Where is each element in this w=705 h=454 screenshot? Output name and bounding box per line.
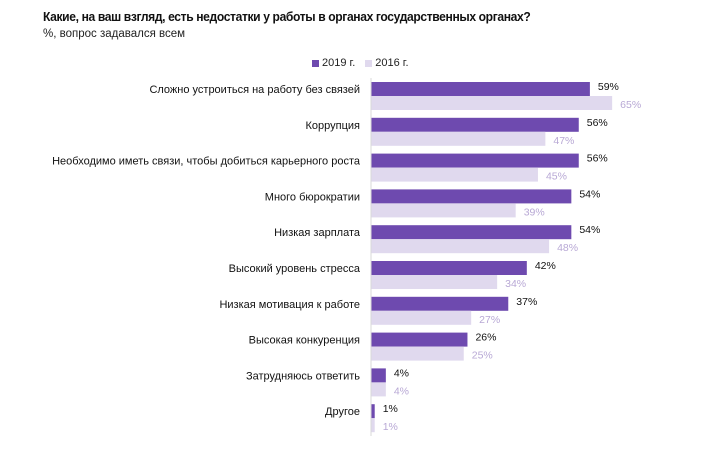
data-label: 37% [516,296,537,308]
data-label: 54% [579,224,600,236]
data-label: 1% [383,421,398,433]
data-label: 56% [587,117,608,129]
data-label: 4% [394,385,409,397]
data-label: 45% [546,171,567,183]
bar-2019 [371,225,572,240]
bar-2016 [371,418,375,433]
data-label: 56% [587,153,608,165]
bar-2016 [371,275,498,289]
data-label: 54% [579,188,600,200]
bar-2016 [371,346,464,361]
bar-2016 [371,382,386,397]
data-label: 47% [553,135,574,147]
data-label: 65% [620,99,641,111]
category-label: Высокая конкуренция [249,335,360,347]
data-label: 26% [475,332,496,344]
bar-2016 [371,96,613,110]
chart-subtitle: %, вопрос задавался всем [43,28,186,40]
bar-2019 [371,153,579,168]
bar-2016 [371,131,546,146]
data-label: 34% [505,278,526,290]
legend: 2019 г. 2016 г. [312,57,409,69]
category-label: Необходимо иметь связи, чтобы добиться к… [52,156,361,168]
bar-2019 [371,296,509,311]
bar-2016 [371,239,550,254]
bar-2016 [371,167,538,182]
category-label: Сложно устроиться на работу без связей [149,84,360,96]
category-label: Много бюрократии [265,191,360,203]
data-label: 25% [472,350,493,362]
bar-2016 [371,203,516,218]
data-label: 39% [524,206,545,218]
category-label: Коррупция [306,120,361,132]
data-label: 4% [394,367,409,379]
data-label: 1% [383,403,398,415]
category-label: Другое [325,406,360,418]
category-label: Высокий уровень стресса [229,263,361,275]
bar-2019 [371,189,572,204]
bar-2016 [371,310,472,325]
chart-title: Какие, на ваш взгляд, есть недостатки у … [43,9,531,24]
category-label: Низкая зарплата [274,227,361,239]
category-label: Затрудняюсь ответить [246,370,360,382]
category-label: Низкая мотивация к работе [219,299,360,311]
bar-2019 [371,404,375,419]
legend-swatch [312,59,319,67]
bar-2019 [371,117,579,132]
legend-item-2016: 2016 г. [365,57,409,69]
bar-2019 [371,82,590,96]
data-label: 42% [535,260,556,272]
bar-2019 [371,368,386,383]
data-label: 59% [598,81,619,93]
legend-item-2019: 2019 г. [312,57,355,69]
bar-2019 [371,332,468,347]
legend-swatch [365,59,373,67]
data-label: 27% [479,314,500,326]
data-label: 48% [557,242,578,254]
bar-2019 [371,261,527,275]
